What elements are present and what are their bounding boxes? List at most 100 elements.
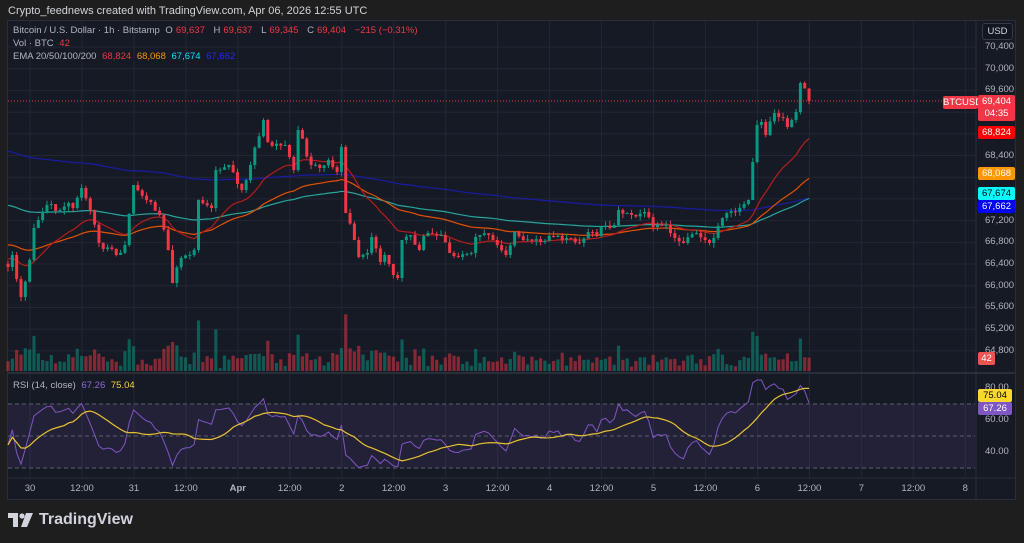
- volume-bar: [149, 365, 153, 371]
- volume-bar: [335, 354, 339, 371]
- currency-button[interactable]: USD: [982, 23, 1013, 40]
- price-tick-label: 65,200: [985, 323, 1015, 335]
- symbol-title[interactable]: Bitcoin / U.S. Dollar · 1h · Bitstamp: [13, 25, 160, 36]
- volume-bar: [192, 352, 196, 371]
- chart-frame[interactable]: [7, 20, 1016, 500]
- volume-bar: [348, 348, 352, 371]
- time-tick-label: 12:00: [70, 483, 94, 494]
- volume-bar: [331, 352, 335, 371]
- candle-body: [331, 160, 335, 168]
- rsi-tick-label: 80.00: [985, 382, 1009, 393]
- candle-body: [140, 190, 144, 196]
- volume-bar: [590, 362, 595, 371]
- volume-bar: [517, 355, 521, 371]
- candle-body: [526, 239, 530, 241]
- candle-body: [530, 239, 534, 241]
- candle-body: [36, 220, 40, 228]
- ema50-line: [7, 177, 810, 251]
- candle-body: [733, 211, 737, 213]
- candle-body: [153, 202, 157, 211]
- rsi-ma-badge: 75.04: [978, 389, 1012, 402]
- volume-legend[interactable]: Vol · BTC 42: [13, 38, 73, 49]
- candle-body: [699, 233, 703, 238]
- ema20-line: [7, 138, 810, 267]
- volume-bar: [629, 366, 634, 371]
- volume-bar: [725, 364, 729, 371]
- ema100-badge: 67,674: [978, 187, 1015, 200]
- volume-bar: [84, 356, 88, 371]
- rsi-legend[interactable]: RSI (14, close) 67.26 75.04: [13, 380, 138, 391]
- rsi-badge: 67.26: [978, 402, 1012, 415]
- volume-bar: [383, 352, 387, 371]
- candle-body: [703, 237, 707, 241]
- volume-bar: [556, 359, 560, 371]
- time-tick-label: 5: [650, 483, 657, 494]
- volume-bar: [448, 353, 452, 371]
- volume-bar: [790, 361, 794, 371]
- change-value: −215 (−0.31%): [354, 25, 418, 36]
- candle-body: [162, 214, 166, 230]
- volume-bar: [435, 359, 439, 371]
- candle-body: [560, 235, 564, 240]
- ema200-line: [7, 150, 810, 212]
- candle-body: [309, 156, 313, 166]
- volume-bar: [179, 356, 183, 371]
- candle-body: [58, 209, 62, 211]
- volume-bar: [274, 362, 279, 371]
- volume-bar: [764, 353, 768, 371]
- candle-body: [84, 188, 88, 199]
- candle-body: [404, 236, 408, 241]
- candle-body: [578, 242, 582, 244]
- candle-body: [790, 119, 794, 127]
- last-price-badge: 69,404 04:35: [978, 95, 1015, 121]
- rsi-line: [7, 379, 810, 469]
- candle-body: [114, 248, 118, 255]
- candle-body: [391, 263, 395, 275]
- rsi-ma-line: [7, 387, 810, 462]
- volume-bar: [759, 354, 764, 371]
- volume-bar: [67, 354, 71, 371]
- volume-bar: [287, 353, 292, 371]
- ema200-value: 67,662: [206, 51, 236, 62]
- candle-body: [23, 281, 27, 297]
- candle-body: [443, 235, 447, 243]
- volume-bar: [474, 348, 478, 371]
- candle-body: [339, 147, 343, 173]
- ema-legend[interactable]: EMA 20/50/100/200 68,824 68,068 67,674 6…: [13, 51, 238, 62]
- volume-bar: [712, 354, 716, 371]
- candle-body: [387, 254, 391, 264]
- volume-bar: [413, 349, 417, 371]
- tradingview-logo[interactable]: TradingView: [8, 511, 133, 529]
- candle-body: [742, 204, 746, 208]
- candle-body: [15, 254, 19, 280]
- candle-body: [651, 217, 655, 228]
- volume-bar: [495, 361, 499, 371]
- symbol-badge: BTCUSD: [943, 96, 983, 109]
- candle-body: [158, 210, 162, 215]
- candle-body: [751, 162, 755, 201]
- candle-body: [396, 274, 400, 278]
- candle-body: [461, 254, 465, 257]
- candle-body: [513, 232, 517, 246]
- volume-bar: [668, 359, 673, 371]
- candle-body: [19, 279, 23, 297]
- volume-bar: [123, 351, 127, 371]
- candle-body: [474, 237, 478, 253]
- candle-body: [547, 235, 551, 242]
- candle-body: [803, 82, 807, 89]
- volume-bar: [209, 358, 214, 371]
- volume-bar: [439, 364, 443, 371]
- candle-body: [136, 184, 140, 191]
- candle-body: [604, 225, 608, 228]
- volume-bar: [465, 361, 469, 371]
- volume-bar: [508, 359, 512, 371]
- volume-bar: [300, 356, 305, 371]
- candle-body: [223, 167, 226, 170]
- candle-body: [785, 117, 789, 127]
- tradingview-logo-icon: [8, 513, 33, 527]
- volume-bar: [105, 361, 110, 371]
- candle-body: [62, 206, 66, 210]
- candle-body: [643, 212, 647, 214]
